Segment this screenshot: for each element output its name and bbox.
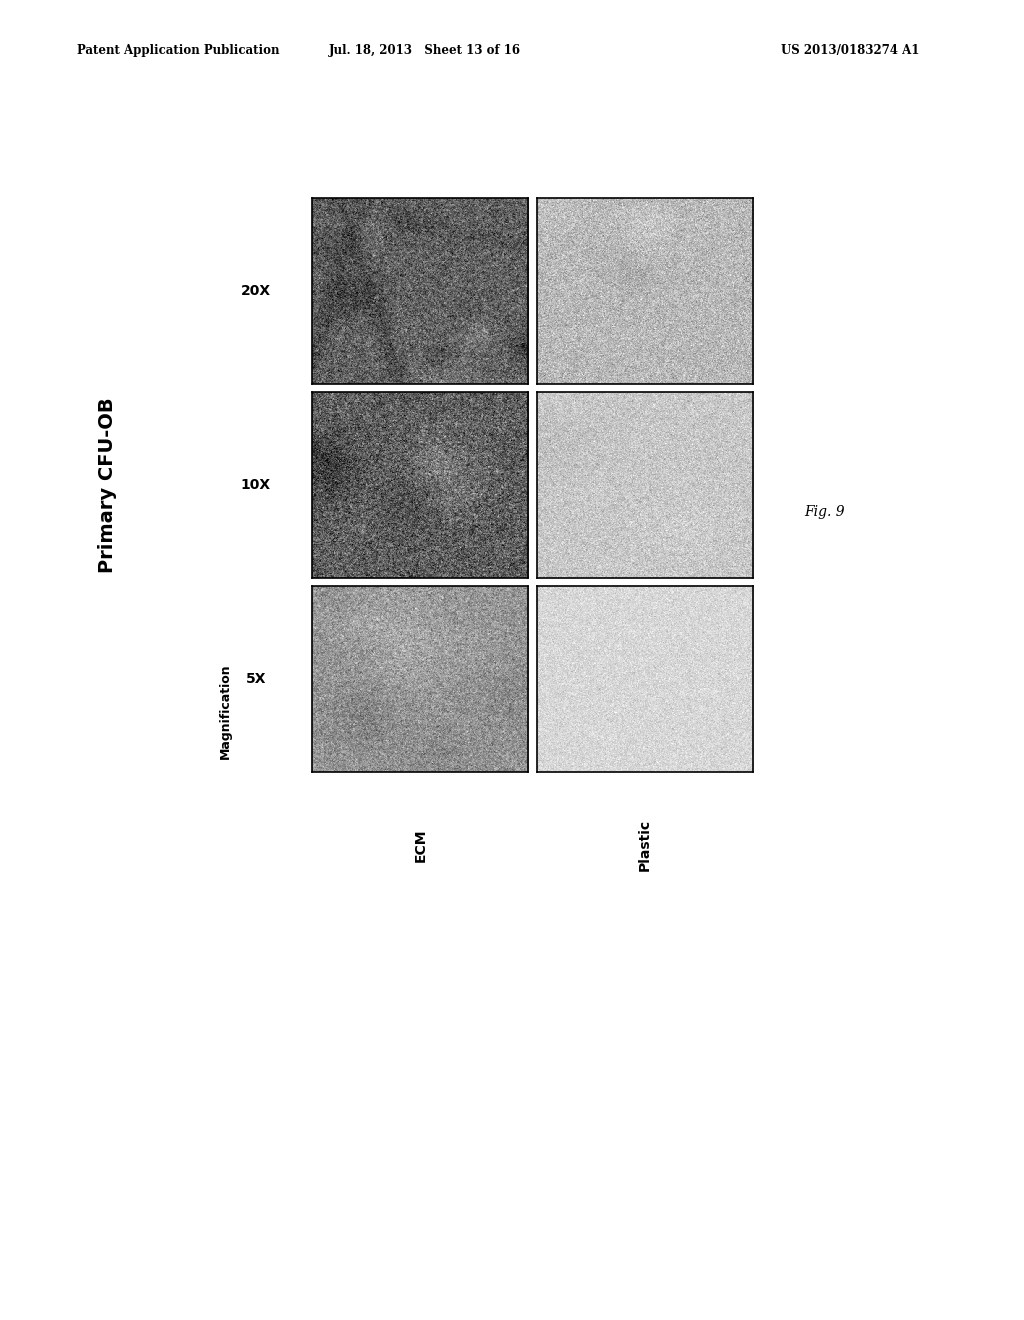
Text: Fig. 9: Fig. 9	[804, 504, 845, 519]
Text: 20X: 20X	[241, 284, 271, 298]
Text: Jul. 18, 2013   Sheet 13 of 16: Jul. 18, 2013 Sheet 13 of 16	[329, 44, 521, 57]
Text: ECM: ECM	[414, 828, 427, 862]
Text: 10X: 10X	[241, 478, 271, 492]
Text: Magnification: Magnification	[219, 664, 231, 759]
Text: 5X: 5X	[246, 672, 266, 686]
Text: Plastic: Plastic	[638, 818, 651, 871]
Text: Patent Application Publication: Patent Application Publication	[77, 44, 280, 57]
Text: US 2013/0183274 A1: US 2013/0183274 A1	[780, 44, 920, 57]
Text: Primary CFU-OB: Primary CFU-OB	[98, 397, 117, 573]
